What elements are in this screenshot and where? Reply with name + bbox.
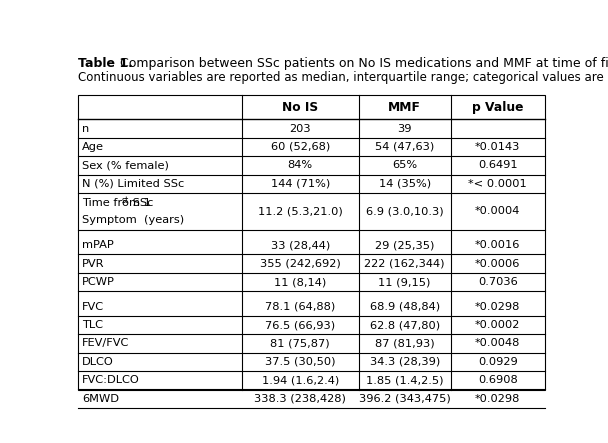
Text: 0.7036: 0.7036 bbox=[478, 277, 517, 287]
Text: 203: 203 bbox=[289, 124, 311, 133]
Text: 222 (162,344): 222 (162,344) bbox=[364, 259, 445, 268]
Text: 78.1 (64,88): 78.1 (64,88) bbox=[265, 302, 336, 311]
Text: 11 (8,14): 11 (8,14) bbox=[274, 277, 326, 287]
Text: 54 (47,63): 54 (47,63) bbox=[375, 142, 434, 152]
Text: PVR: PVR bbox=[82, 259, 105, 268]
Text: 355 (242,692): 355 (242,692) bbox=[260, 259, 340, 268]
Text: Time from 1: Time from 1 bbox=[82, 198, 151, 208]
Text: Sex (% female): Sex (% female) bbox=[82, 160, 169, 171]
Text: MMF: MMF bbox=[389, 101, 421, 113]
Text: 0.0929: 0.0929 bbox=[478, 357, 517, 367]
Text: 1.85 (1.4,2.5): 1.85 (1.4,2.5) bbox=[366, 375, 443, 385]
Text: Age: Age bbox=[82, 142, 104, 152]
Text: 62.8 (47,80): 62.8 (47,80) bbox=[370, 320, 440, 330]
Text: 60 (52,68): 60 (52,68) bbox=[271, 142, 330, 152]
Text: 6.9 (3.0,10.3): 6.9 (3.0,10.3) bbox=[366, 206, 443, 217]
Text: 0.6491: 0.6491 bbox=[478, 160, 517, 171]
Text: 39: 39 bbox=[398, 124, 412, 133]
Text: Comparison between SSc patients on No IS medications and MMF at time of first RH: Comparison between SSc patients on No IS… bbox=[116, 57, 608, 70]
Text: *0.0298: *0.0298 bbox=[475, 302, 520, 311]
Text: 14 (35%): 14 (35%) bbox=[379, 179, 430, 189]
Text: Table 1.: Table 1. bbox=[78, 57, 133, 70]
Text: mPAP: mPAP bbox=[82, 240, 114, 250]
Text: st: st bbox=[121, 196, 128, 205]
Text: *0.0048: *0.0048 bbox=[475, 338, 520, 349]
Text: FVC:DLCO: FVC:DLCO bbox=[82, 375, 140, 385]
Text: 34.3 (28,39): 34.3 (28,39) bbox=[370, 357, 440, 367]
Text: 29 (25,35): 29 (25,35) bbox=[375, 240, 434, 250]
Text: Continuous variables are reported as median, interquartile range; categorical va: Continuous variables are reported as med… bbox=[78, 71, 608, 84]
Text: 76.5 (66,93): 76.5 (66,93) bbox=[265, 320, 336, 330]
Text: *0.0006: *0.0006 bbox=[475, 259, 520, 268]
Text: p Value: p Value bbox=[472, 101, 523, 113]
Text: 11.2 (5.3,21.0): 11.2 (5.3,21.0) bbox=[258, 206, 343, 217]
Text: 11 (9,15): 11 (9,15) bbox=[378, 277, 431, 287]
Text: 65%: 65% bbox=[392, 160, 417, 171]
Text: PCWP: PCWP bbox=[82, 277, 115, 287]
Text: No IS: No IS bbox=[282, 101, 319, 113]
Text: Symptom  (years): Symptom (years) bbox=[82, 215, 184, 225]
Text: *0.0016: *0.0016 bbox=[475, 240, 520, 250]
Text: N (%) Limited SSc: N (%) Limited SSc bbox=[82, 179, 184, 189]
Text: SSc: SSc bbox=[130, 198, 154, 208]
Text: TLC: TLC bbox=[82, 320, 103, 330]
Text: *0.0298: *0.0298 bbox=[475, 394, 520, 404]
Text: *0.0002: *0.0002 bbox=[475, 320, 520, 330]
Text: 33 (28,44): 33 (28,44) bbox=[271, 240, 330, 250]
Text: 1.94 (1.6,2.4): 1.94 (1.6,2.4) bbox=[261, 375, 339, 385]
Text: 81 (75,87): 81 (75,87) bbox=[271, 338, 330, 349]
Text: 37.5 (30,50): 37.5 (30,50) bbox=[265, 357, 336, 367]
Text: *< 0.0001: *< 0.0001 bbox=[468, 179, 527, 189]
Text: 87 (81,93): 87 (81,93) bbox=[375, 338, 435, 349]
Text: 396.2 (343,475): 396.2 (343,475) bbox=[359, 394, 451, 404]
Text: 338.3 (238,428): 338.3 (238,428) bbox=[254, 394, 346, 404]
Text: 144 (71%): 144 (71%) bbox=[271, 179, 330, 189]
Text: 6MWD: 6MWD bbox=[82, 394, 119, 404]
Text: 84%: 84% bbox=[288, 160, 313, 171]
Text: FEV/FVC: FEV/FVC bbox=[82, 338, 130, 349]
Text: DLCO: DLCO bbox=[82, 357, 114, 367]
Text: *0.0143: *0.0143 bbox=[475, 142, 520, 152]
Text: 0.6908: 0.6908 bbox=[478, 375, 517, 385]
Text: FVC: FVC bbox=[82, 302, 104, 311]
Text: n: n bbox=[82, 124, 89, 133]
Text: *0.0004: *0.0004 bbox=[475, 206, 520, 217]
Text: 68.9 (48,84): 68.9 (48,84) bbox=[370, 302, 440, 311]
